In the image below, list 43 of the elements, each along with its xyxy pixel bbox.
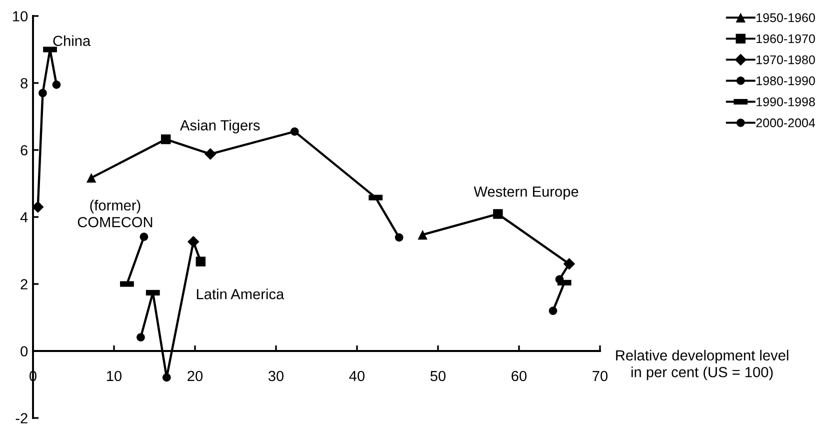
x-tick-label: 70 (592, 370, 608, 382)
point (394, 233, 404, 242)
point (187, 236, 200, 248)
point (38, 88, 47, 98)
y-tick-label: 0 (20, 346, 28, 356)
y-tick-label: -2 (16, 413, 28, 424)
legend-label: 1950-1960 (756, 13, 815, 22)
point (548, 306, 558, 315)
annotation: Latin America (196, 288, 284, 300)
point (418, 230, 428, 240)
x-axis-title: Relative development level in per cent (US = 100) (616, 350, 788, 380)
y-tick-label: 8 (20, 78, 28, 88)
annotation: (former) COMECON (78, 200, 152, 228)
point (86, 172, 96, 183)
annotation: China (53, 35, 91, 46)
legend-label: 1980-1990 (756, 76, 815, 86)
point (160, 134, 171, 144)
point (33, 201, 44, 213)
x-tick-label: 30 (268, 370, 284, 382)
y-tick-label: 2 (20, 279, 28, 290)
point (290, 127, 299, 136)
point (136, 333, 145, 342)
point (52, 80, 61, 89)
point (204, 148, 216, 160)
x-tick-label: 40 (349, 370, 365, 382)
point (563, 258, 576, 270)
annotation: Asian Tigers (180, 120, 260, 134)
x-tick-label: 50 (430, 370, 446, 382)
annotation: Western Europe (474, 186, 578, 200)
x-tick-label: 60 (512, 370, 527, 382)
y-tick-label: 10 (13, 11, 28, 22)
legend-label: 1990-1998 (756, 97, 815, 106)
point (162, 373, 171, 382)
x-tick-label: 20 (188, 370, 203, 382)
point (493, 209, 503, 219)
y-tick-label: 6 (20, 145, 28, 156)
legend-label: 2000-2004 (756, 118, 816, 128)
legend-label: 1970-1980 (756, 55, 815, 64)
point (140, 232, 148, 241)
legend-label: 1960-1970 (756, 34, 815, 44)
point (196, 256, 206, 266)
y-tick-label: 4 (20, 212, 28, 222)
x-tick-label: 10 (107, 370, 122, 382)
